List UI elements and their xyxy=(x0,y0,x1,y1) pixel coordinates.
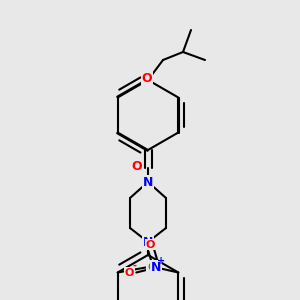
Text: O: O xyxy=(132,160,142,173)
Text: O: O xyxy=(124,268,134,278)
Text: O: O xyxy=(146,239,155,250)
Text: +: + xyxy=(157,256,165,266)
Text: N: N xyxy=(143,236,153,248)
Text: O: O xyxy=(142,71,152,85)
Text: Cl: Cl xyxy=(147,261,160,274)
Text: -: - xyxy=(132,260,136,271)
Text: N: N xyxy=(151,261,161,274)
Text: N: N xyxy=(143,176,153,188)
